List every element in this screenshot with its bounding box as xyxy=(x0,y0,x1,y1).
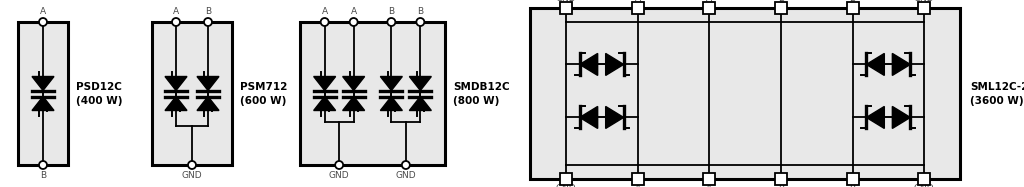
Text: A: A xyxy=(635,0,641,3)
Text: B: B xyxy=(205,7,211,16)
Polygon shape xyxy=(605,53,624,75)
Polygon shape xyxy=(313,76,336,91)
Circle shape xyxy=(335,161,343,169)
Polygon shape xyxy=(605,106,624,128)
Circle shape xyxy=(321,18,329,26)
Polygon shape xyxy=(197,76,219,91)
Bar xyxy=(18,22,68,165)
Polygon shape xyxy=(580,106,598,128)
Text: A: A xyxy=(40,7,46,16)
Text: A: A xyxy=(707,184,713,187)
Text: GND: GND xyxy=(913,184,935,187)
Polygon shape xyxy=(866,106,885,128)
Polygon shape xyxy=(165,96,187,111)
Text: A: A xyxy=(707,0,713,3)
Polygon shape xyxy=(866,53,885,75)
Bar xyxy=(632,2,643,14)
Circle shape xyxy=(188,161,196,169)
Polygon shape xyxy=(343,96,365,111)
Polygon shape xyxy=(313,96,336,111)
Bar xyxy=(919,173,930,185)
Bar xyxy=(530,8,961,179)
Text: A: A xyxy=(635,184,641,187)
Bar xyxy=(847,2,858,14)
Bar xyxy=(560,173,571,185)
Polygon shape xyxy=(380,96,402,111)
Text: B: B xyxy=(778,184,784,187)
Circle shape xyxy=(387,18,395,26)
Text: A: A xyxy=(350,7,356,16)
Text: GND: GND xyxy=(913,0,935,3)
Text: SML12C-2
(3600 W): SML12C-2 (3600 W) xyxy=(970,82,1024,105)
Bar xyxy=(560,2,571,14)
Text: GND: GND xyxy=(329,171,349,180)
Circle shape xyxy=(204,18,212,26)
Polygon shape xyxy=(892,106,910,128)
Text: B: B xyxy=(778,0,784,3)
Bar xyxy=(152,22,232,165)
Text: GND: GND xyxy=(556,0,577,3)
Text: GND: GND xyxy=(395,171,416,180)
Bar xyxy=(300,22,445,165)
Text: B: B xyxy=(418,7,423,16)
Circle shape xyxy=(39,161,47,169)
Text: PSM712
(600 W): PSM712 (600 W) xyxy=(240,82,288,105)
Text: B: B xyxy=(850,184,856,187)
Circle shape xyxy=(417,18,424,26)
Polygon shape xyxy=(892,53,910,75)
Bar xyxy=(703,2,715,14)
Bar xyxy=(919,2,930,14)
Polygon shape xyxy=(343,76,365,91)
Text: A: A xyxy=(322,7,328,16)
Text: A: A xyxy=(173,7,179,16)
Circle shape xyxy=(349,18,357,26)
Polygon shape xyxy=(32,96,54,111)
Polygon shape xyxy=(165,76,187,91)
Text: SMDB12C
(800 W): SMDB12C (800 W) xyxy=(453,82,510,105)
Polygon shape xyxy=(380,76,402,91)
Polygon shape xyxy=(197,96,219,111)
Bar xyxy=(703,173,715,185)
Text: PSD12C
(400 W): PSD12C (400 W) xyxy=(76,82,123,105)
Circle shape xyxy=(39,18,47,26)
Text: GND: GND xyxy=(556,184,577,187)
Bar xyxy=(847,173,858,185)
Bar xyxy=(775,2,786,14)
Text: B: B xyxy=(850,0,856,3)
Text: B: B xyxy=(40,171,46,180)
Circle shape xyxy=(401,161,410,169)
Text: B: B xyxy=(388,7,394,16)
Text: GND: GND xyxy=(181,171,203,180)
Polygon shape xyxy=(32,76,54,91)
Bar xyxy=(775,173,786,185)
Polygon shape xyxy=(410,96,431,111)
Polygon shape xyxy=(410,76,431,91)
Circle shape xyxy=(172,18,180,26)
Polygon shape xyxy=(580,53,598,75)
Bar xyxy=(632,173,643,185)
